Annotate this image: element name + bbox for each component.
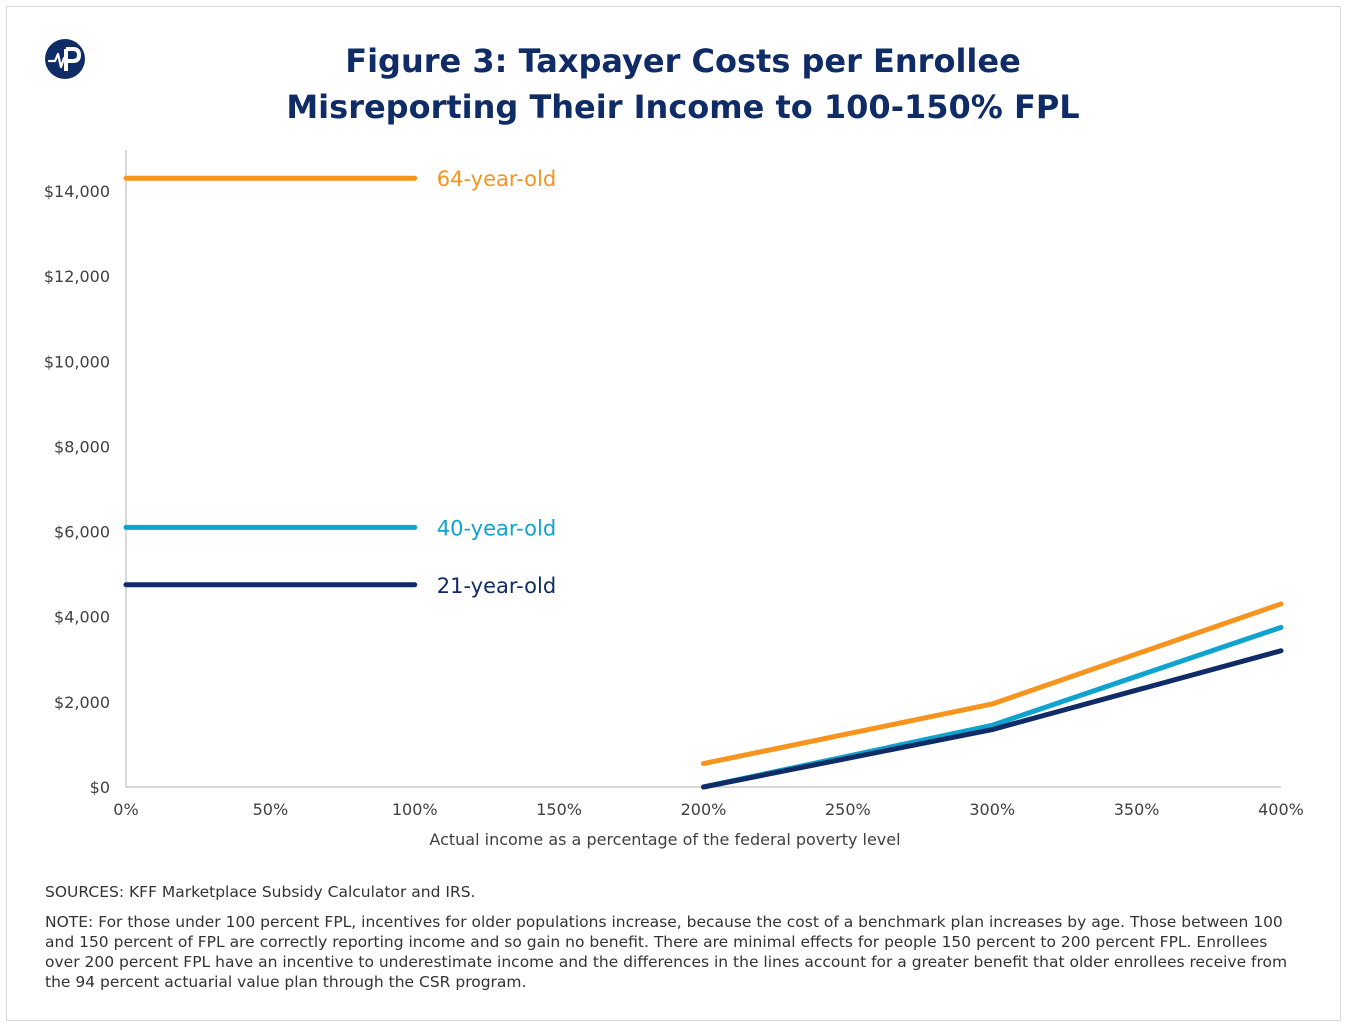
line-chart: $0 $2,000 $4,000 $6,000 $8,000 $10,000 $12,000… bbox=[44, 150, 1304, 849]
x-tick-label: 150% bbox=[536, 800, 582, 819]
x-tick-label: 0% bbox=[113, 800, 138, 819]
x-tick-label: 300% bbox=[969, 800, 1015, 819]
x-tick-label: 100% bbox=[392, 800, 438, 819]
chart-title-line-2: Misreporting Their Income to 100-150% FP… bbox=[286, 88, 1080, 126]
chart-title-line-1: Figure 3: Taxpayer Costs per Enrollee bbox=[345, 42, 1021, 80]
y-axis-ticks: $0 $2,000 $4,000 $6,000 $8,000 $10,000 $12,000… bbox=[44, 182, 110, 797]
series-label-40-year-old: 40-year-old bbox=[437, 516, 556, 540]
x-tick-label: 250% bbox=[825, 800, 871, 819]
x-tick-label: 50% bbox=[253, 800, 289, 819]
y-tick-label: $10,000 bbox=[44, 352, 110, 371]
x-axis-ticks: 0% 50% 100% 150% 200% 250% 300% 350% 400% bbox=[113, 800, 1304, 819]
series-lines bbox=[123, 175, 1284, 790]
axes bbox=[125, 150, 1281, 788]
y-tick-label: $2,000 bbox=[54, 693, 110, 712]
x-tick-label: 350% bbox=[1114, 800, 1160, 819]
series-line-64-year-old-segment-2 bbox=[701, 601, 1284, 767]
y-tick-label: $0 bbox=[90, 778, 110, 797]
series-line-21-year-old-segment-2 bbox=[701, 648, 1284, 790]
sources-note: SOURCES: KFF Marketplace Subsidy Calcula… bbox=[45, 883, 476, 901]
series-label-21-year-old: 21-year-old bbox=[437, 574, 556, 598]
y-tick-label: $6,000 bbox=[54, 523, 110, 542]
y-tick-label: $12,000 bbox=[44, 267, 110, 286]
paragon-logo-icon bbox=[45, 39, 85, 79]
x-tick-label: 200% bbox=[681, 800, 727, 819]
series-labels: 64-year-old 40-year-old 21-year-old bbox=[437, 167, 556, 598]
methodology-note: NOTE: For those under 100 percent FPL, i… bbox=[45, 913, 1288, 991]
y-tick-label: $4,000 bbox=[54, 608, 110, 627]
series-line-40-year-old-segment-2 bbox=[701, 624, 1284, 790]
x-tick-label: 400% bbox=[1258, 800, 1304, 819]
figure-frame bbox=[6, 6, 1341, 1021]
series-label-64-year-old: 64-year-old bbox=[437, 167, 556, 191]
y-tick-label: $14,000 bbox=[44, 182, 110, 201]
y-tick-label: $8,000 bbox=[54, 437, 110, 456]
x-axis-label: Actual income as a percentage of the fed… bbox=[429, 830, 900, 849]
